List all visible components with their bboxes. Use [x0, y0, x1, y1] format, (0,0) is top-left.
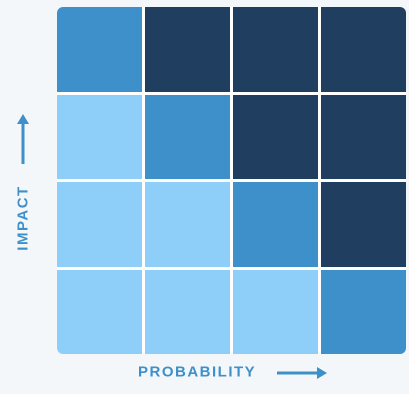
matrix-cell — [321, 7, 406, 92]
matrix-cell — [145, 94, 230, 179]
matrix-cell — [233, 7, 318, 92]
risk-matrix-grid — [57, 7, 406, 354]
matrix-cell — [145, 269, 230, 354]
matrix-cell — [233, 182, 318, 267]
matrix-cell — [57, 182, 142, 267]
matrix-cell — [145, 182, 230, 267]
matrix-cell — [233, 94, 318, 179]
probability-axis-label: PROBABILITY — [138, 363, 257, 381]
matrix-cell — [321, 182, 406, 267]
matrix-cell — [57, 7, 142, 92]
matrix-cell — [321, 94, 406, 179]
matrix-cell — [233, 269, 318, 354]
matrix-cell — [145, 7, 230, 92]
matrix-cell — [57, 94, 142, 179]
matrix-cell — [321, 269, 406, 354]
right-arrow-icon — [277, 367, 327, 379]
matrix-cell — [57, 269, 142, 354]
up-arrow-icon — [17, 114, 29, 164]
impact-axis-label: IMPACT — [14, 185, 32, 251]
